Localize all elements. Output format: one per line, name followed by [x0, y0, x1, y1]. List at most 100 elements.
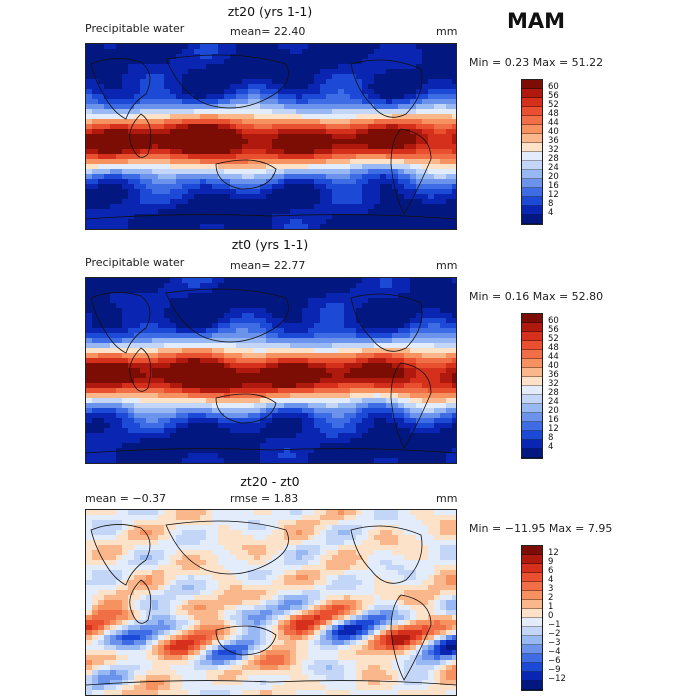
colorbar-tick-label: 8: [548, 199, 554, 209]
colorbar-tick-label: 24: [548, 163, 559, 173]
colorbar-swatch: [522, 359, 542, 368]
panel-2-mean: mean= 22.77: [230, 259, 306, 272]
colorbar-tick-label: 12: [548, 548, 559, 558]
colorbar-swatch: [522, 80, 542, 89]
colorbar-tick-label: 36: [548, 136, 559, 146]
colorbar-tick-label: −3: [548, 638, 561, 648]
colorbar-swatch: [522, 386, 542, 395]
colorbar-swatch: [522, 654, 542, 663]
colorbar-tick-label: 4: [548, 442, 554, 452]
colorbar-tick-label: −2: [548, 629, 561, 639]
colorbar-swatch: [522, 582, 542, 591]
colorbar-swatch: [522, 107, 542, 116]
colorbar-swatch: [522, 314, 542, 323]
colorbar-swatch: [522, 663, 542, 672]
colorbar-tick-label: 28: [548, 388, 559, 398]
colorbar-swatch: [522, 188, 542, 197]
panel-2-minmax: Min = 0.16 Max = 52.80: [469, 290, 604, 303]
colorbar-tick-label: −12: [548, 674, 566, 684]
panel-2-map: [85, 277, 457, 464]
colorbar-tick-label: 12: [548, 424, 559, 434]
colorbar-tick-label: 40: [548, 127, 559, 137]
colorbar-swatch: [522, 152, 542, 161]
colorbar-swatch: [522, 618, 542, 627]
colorbar-swatch: [522, 197, 542, 206]
colorbar-tick-label: 12: [548, 190, 559, 200]
panel-1-colorbar: [521, 79, 543, 225]
colorbar-tick-label: 44: [548, 352, 559, 362]
colorbar-swatch: [522, 422, 542, 431]
colorbar-tick-label: 56: [548, 91, 559, 101]
colorbar-tick-label: 32: [548, 379, 559, 389]
colorbar-swatch: [522, 143, 542, 152]
colorbar-swatch: [522, 573, 542, 582]
colorbar-swatch: [522, 681, 542, 690]
colorbar-swatch: [522, 600, 542, 609]
colorbar-tick-label: −4: [548, 647, 561, 657]
colorbar-swatch: [522, 555, 542, 564]
colorbar-tick-label: 36: [548, 370, 559, 380]
colorbar-tick-label: 8: [548, 433, 554, 443]
colorbar-tick-label: 6: [548, 566, 554, 576]
panel-1-minmax: Min = 0.23 Max = 51.22: [469, 56, 604, 69]
colorbar-tick-label: 52: [548, 334, 559, 344]
colorbar-tick-label: 60: [548, 82, 559, 92]
colorbar-tick-label: −1: [548, 620, 561, 630]
panel-1-title: zt20 (yrs 1-1): [227, 4, 313, 19]
colorbar-tick-label: 44: [548, 118, 559, 128]
colorbar-tick-label: 60: [548, 316, 559, 326]
colorbar-tick-label: 4: [548, 575, 554, 585]
colorbar-swatch: [522, 564, 542, 573]
colorbar-swatch: [522, 170, 542, 179]
colorbar-tick-label: 4: [548, 208, 554, 218]
colorbar-swatch: [522, 341, 542, 350]
panel-3-title: zt20 - zt0: [240, 474, 300, 489]
colorbar-swatch: [522, 591, 542, 600]
colorbar-tick-label: 24: [548, 397, 559, 407]
colorbar-swatch: [522, 377, 542, 386]
panel-2-colorbar: [521, 313, 543, 459]
colorbar-tick-label: 56: [548, 325, 559, 335]
colorbar-swatch: [522, 672, 542, 681]
colorbar-swatch: [522, 636, 542, 645]
colorbar-swatch: [522, 161, 542, 170]
colorbar-tick-label: 3: [548, 584, 554, 594]
colorbar-tick-label: 16: [548, 181, 559, 191]
colorbar-tick-label: −6: [548, 656, 561, 666]
colorbar-swatch: [522, 323, 542, 332]
colorbar-swatch: [522, 116, 542, 125]
panel-1-map: [85, 43, 457, 230]
colorbar-swatch: [522, 98, 542, 107]
colorbar-swatch: [522, 395, 542, 404]
colorbar-tick-label: 1: [548, 602, 554, 612]
colorbar-tick-label: 52: [548, 100, 559, 110]
panel-2-units: mm: [436, 259, 458, 272]
colorbar-swatch: [522, 368, 542, 377]
colorbar-tick-label: 9: [548, 557, 554, 567]
colorbar-tick-label: 48: [548, 343, 559, 353]
colorbar-swatch: [522, 645, 542, 654]
colorbar-swatch: [522, 546, 542, 555]
colorbar-tick-label: 40: [548, 361, 559, 371]
colorbar-tick-label: −9: [548, 665, 561, 675]
colorbar-tick-label: 20: [548, 406, 559, 416]
colorbar-swatch: [522, 206, 542, 215]
panel-2-variable: Precipitable water: [85, 256, 185, 269]
panel-3-map: [85, 509, 457, 696]
colorbar-tick-label: 48: [548, 109, 559, 119]
colorbar-tick-label: 20: [548, 172, 559, 182]
panel-3-units: mm: [436, 492, 458, 505]
colorbar-swatch: [522, 449, 542, 458]
colorbar-swatch: [522, 404, 542, 413]
panel-3-colorbar: [521, 545, 543, 691]
colorbar-swatch: [522, 627, 542, 636]
colorbar-swatch: [522, 413, 542, 422]
colorbar-swatch: [522, 350, 542, 359]
panel-1-mean: mean= 22.40: [230, 25, 306, 38]
colorbar-tick-label: 2: [548, 593, 554, 603]
colorbar-swatch: [522, 609, 542, 618]
colorbar-swatch: [522, 431, 542, 440]
colorbar-swatch: [522, 215, 542, 224]
colorbar-swatch: [522, 89, 542, 98]
panel-1-units: mm: [436, 25, 458, 38]
